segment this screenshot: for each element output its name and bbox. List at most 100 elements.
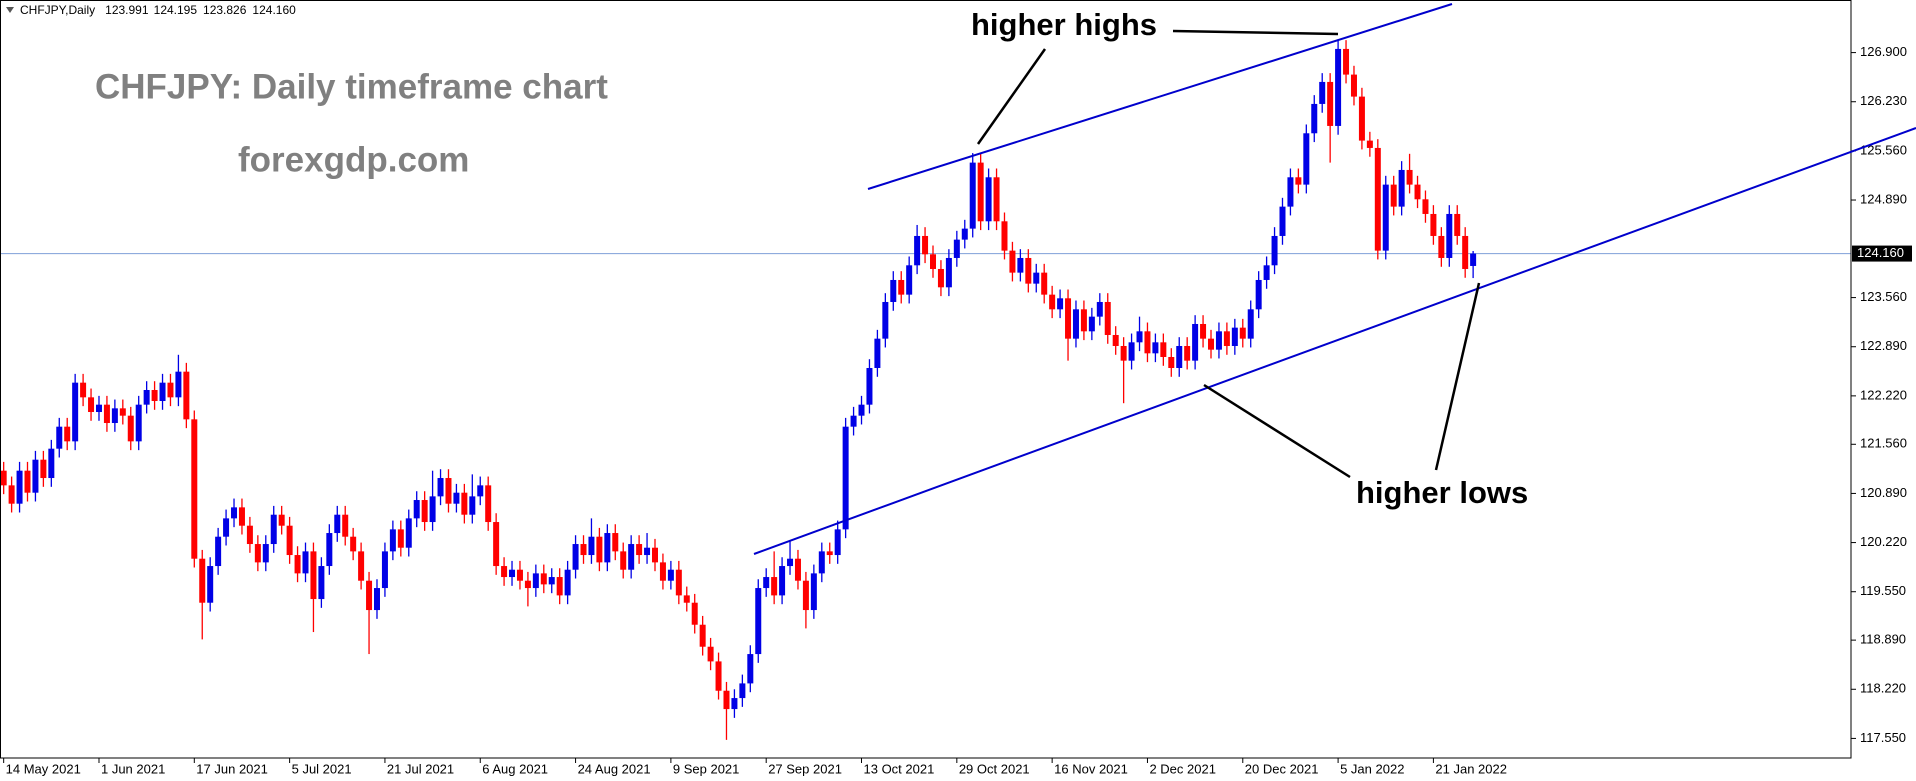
y-tick-label: 122.890: [1860, 338, 1907, 353]
y-tick-label: 118.220: [1860, 681, 1906, 696]
candle-body: [1128, 342, 1135, 361]
candle-body: [64, 426, 71, 442]
candle-body: [1271, 235, 1278, 266]
candle-body: [1462, 235, 1469, 269]
candle-body: [771, 577, 778, 596]
candle-body: [755, 588, 762, 655]
candle-body: [318, 566, 325, 600]
y-tick-label: 125.560: [1860, 142, 1907, 157]
x-tick-label: 29 Oct 2021: [959, 761, 1030, 776]
candle-body: [151, 390, 158, 402]
candle-body: [231, 507, 238, 519]
candle-body: [1311, 103, 1318, 134]
candle-body: [56, 426, 63, 449]
candle-body: [1295, 177, 1302, 185]
candle-body: [651, 547, 658, 563]
candle-body: [953, 239, 960, 258]
candle-body: [334, 514, 341, 534]
candle-body: [1168, 356, 1175, 368]
candle-body: [381, 551, 388, 589]
candle-body: [485, 485, 492, 523]
candle-body: [1065, 298, 1072, 339]
candle-body: [501, 566, 508, 578]
y-tick-label: 121.560: [1860, 436, 1907, 451]
x-tick-label: 21 Jan 2022: [1435, 761, 1507, 776]
candle-body: [1192, 323, 1199, 361]
candle-body: [564, 569, 571, 596]
x-tick-label: 16 Nov 2021: [1054, 761, 1128, 776]
candle-body: [8, 485, 15, 504]
y-tick-label: 124.890: [1860, 191, 1907, 206]
candle-body: [850, 415, 857, 427]
candle-body: [532, 573, 539, 589]
x-tick-label: 17 Jun 2021: [196, 761, 268, 776]
candle-body: [1120, 345, 1127, 361]
candle-body: [747, 654, 754, 684]
candle-body: [516, 569, 523, 581]
y-tick-label: 126.900: [1860, 44, 1907, 59]
x-tick-label: 24 Aug 2021: [578, 761, 651, 776]
candle-body: [1247, 309, 1254, 339]
candle-body: [1152, 342, 1159, 354]
candle-body: [95, 404, 102, 413]
candle-body: [32, 459, 39, 493]
candle-body: [48, 448, 55, 479]
header-high: 124.195: [154, 3, 198, 17]
candle-body: [191, 419, 198, 559]
candle-body: [969, 162, 976, 229]
candle-body: [1160, 342, 1167, 357]
candle-body: [1374, 147, 1381, 251]
annotation: higher lows: [1356, 475, 1528, 510]
candle-body: [1200, 323, 1207, 339]
candle-body: [111, 408, 118, 424]
candle-body: [302, 551, 309, 574]
candle-body: [1358, 96, 1365, 141]
candle-body: [88, 397, 95, 413]
candle-body: [914, 235, 921, 266]
candle-body: [1215, 331, 1222, 350]
y-tick-label: 126.230: [1860, 93, 1907, 108]
lower-trendline: [753, 127, 1916, 555]
y-tick-label: 117.550: [1860, 730, 1906, 745]
chart-subtitle: forexgdp.com: [238, 140, 469, 179]
candle-body: [588, 536, 595, 556]
candle-body: [739, 683, 746, 699]
candle-body: [1255, 279, 1262, 310]
candle-body: [675, 569, 682, 596]
x-tick-label: 27 Sep 2021: [768, 761, 842, 776]
x-tick-label: 13 Oct 2021: [864, 761, 935, 776]
candle-body: [270, 514, 277, 545]
candle-body: [135, 404, 142, 442]
candle-body: [1335, 48, 1342, 126]
candle-body: [882, 301, 889, 339]
candle-body: [421, 500, 428, 523]
y-tick-label: 120.220: [1860, 534, 1907, 549]
annotation: higher highs: [971, 7, 1157, 42]
candle-body: [636, 544, 643, 556]
candle-body: [1390, 184, 1397, 207]
candle-body: [604, 533, 611, 563]
candle-body: [667, 569, 674, 581]
candle-body: [715, 661, 722, 691]
candle-body: [389, 529, 396, 552]
candle-body: [1104, 301, 1111, 335]
candle-body: [961, 228, 968, 240]
x-tick-label: 5 Jan 2022: [1340, 761, 1404, 776]
candle-body: [238, 507, 245, 526]
candle-body: [818, 551, 825, 574]
candle-body: [119, 408, 126, 416]
candle-body: [985, 177, 992, 222]
candle-body: [906, 265, 913, 295]
candle-body: [977, 162, 984, 222]
candle-body: [183, 371, 190, 420]
candle-body: [787, 558, 794, 567]
plot-frame: [0, 0, 1852, 759]
candle-body: [945, 257, 952, 288]
candle-body: [540, 573, 547, 585]
candle-body: [16, 470, 23, 504]
candle-body: [437, 478, 444, 497]
candle-body: [1382, 184, 1389, 251]
